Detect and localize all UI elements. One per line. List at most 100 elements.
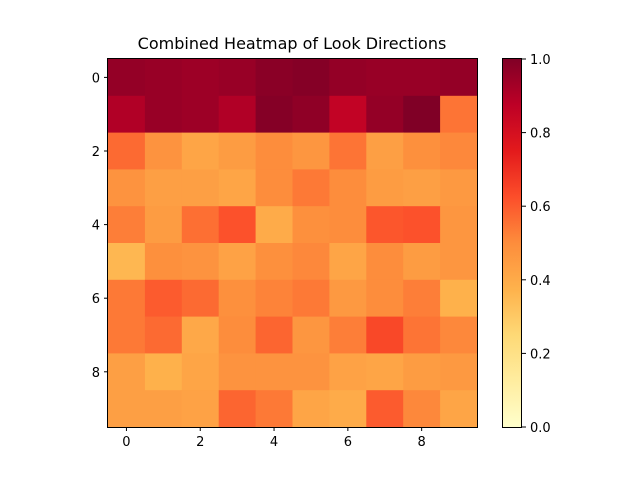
heatmap-cell-7-1 <box>144 316 183 354</box>
heatmap-cell-0-1 <box>144 59 183 97</box>
heatmap-cell-1-7 <box>366 95 404 134</box>
heatmap-cell-6-1 <box>144 279 183 318</box>
heatmap-cell-1-8 <box>403 95 441 134</box>
heatmap-cell-8-3 <box>218 353 257 391</box>
y-tick-label: 8 <box>92 366 100 381</box>
heatmap-cell-1-2 <box>181 95 220 134</box>
chart-title: Combined Heatmap of Look Directions <box>138 34 447 53</box>
y-tick-label: 2 <box>92 145 100 160</box>
heatmap-cell-3-6 <box>329 169 367 207</box>
heatmap-cell-1-1 <box>144 95 183 134</box>
heatmap-cell-4-7 <box>366 206 404 244</box>
heatmap-cell-5-2 <box>181 243 220 281</box>
heatmap-cell-0-6 <box>329 59 367 97</box>
colorbar-tick-label: 1.0 <box>530 53 551 68</box>
heatmap-cell-1-5 <box>292 95 330 134</box>
heatmap-cell-8-0 <box>108 353 146 391</box>
heatmap-cell-4-0 <box>108 206 146 244</box>
heatmap-cell-6-4 <box>255 279 294 318</box>
colorbar-tick-label: 0.4 <box>530 274 551 289</box>
heatmap-cell-9-7 <box>366 390 404 428</box>
x-axis: 0 2 4 6 8 <box>122 427 426 450</box>
heatmap-cell-7-0 <box>108 316 146 354</box>
y-axis: 0 2 4 6 8 <box>92 71 108 381</box>
heatmap-cell-2-3 <box>218 132 257 170</box>
colorbar-tick-label: 0.8 <box>530 127 551 142</box>
heatmap-cell-0-0 <box>108 59 146 97</box>
heatmap-cell-3-7 <box>366 169 404 207</box>
colorbar-tick-label: 0.6 <box>530 200 551 215</box>
heatmap-cell-3-9 <box>440 169 478 207</box>
heatmap-cell-9-9 <box>440 390 478 428</box>
heatmap-cell-7-3 <box>218 316 257 354</box>
heatmap-cell-4-4 <box>255 206 294 244</box>
heatmap-cell-9-8 <box>403 390 441 428</box>
heatmap-cell-0-8 <box>403 59 441 97</box>
heatmap-cell-0-9 <box>440 59 478 97</box>
colorbar-axis: 0.0 0.2 0.4 0.6 0.8 1.0 <box>522 53 551 436</box>
heatmap-cell-5-0 <box>108 243 146 281</box>
heatmap-cell-2-4 <box>255 132 294 170</box>
heatmap-cell-2-7 <box>366 132 404 170</box>
heatmap-cell-9-5 <box>292 390 330 428</box>
heatmap-cell-4-3 <box>218 206 257 244</box>
heatmap-cell-0-2 <box>181 59 220 97</box>
x-tick-label: 6 <box>344 435 352 450</box>
plot-frame <box>107 58 478 428</box>
heatmap-cell-4-5 <box>292 206 330 244</box>
heatmap-cell-4-6 <box>329 206 367 244</box>
heatmap-cell-9-3 <box>218 390 257 428</box>
heatmap-cell-8-7 <box>366 353 404 391</box>
heatmap-cell-6-3 <box>218 279 257 318</box>
heatmap-cell-7-8 <box>403 316 441 354</box>
heatmap-cell-5-9 <box>440 243 478 281</box>
heatmap-cell-7-6 <box>329 316 367 354</box>
heatmap-cell-6-9 <box>440 279 478 318</box>
heatmap-cell-2-8 <box>403 132 441 170</box>
heatmap-cell-3-2 <box>181 169 220 207</box>
heatmap-cell-7-5 <box>292 316 330 354</box>
heatmap-cell-9-1 <box>144 390 183 428</box>
colorbar-tick-label: 0.0 <box>530 421 551 436</box>
heatmap-cell-0-5 <box>292 59 330 97</box>
x-tick-label: 8 <box>418 435 426 450</box>
heatmap-cell-8-1 <box>144 353 183 391</box>
heatmap-cell-5-6 <box>329 243 367 281</box>
heatmap-cell-3-0 <box>108 169 146 207</box>
heatmap-cell-3-3 <box>218 169 257 207</box>
heatmap-cell-3-4 <box>255 169 294 207</box>
heatmap-cell-4-2 <box>181 206 220 244</box>
heatmap-cell-1-0 <box>108 95 146 134</box>
heatmap-cell-4-9 <box>440 206 478 244</box>
heatmap-cell-1-3 <box>218 95 257 134</box>
heatmap-cell-8-2 <box>181 353 220 391</box>
colorbar-tick-label: 0.2 <box>530 347 551 362</box>
heatmap-cell-6-8 <box>403 279 441 318</box>
heatmap-cell-5-7 <box>366 243 404 281</box>
heatmap-cell-3-1 <box>144 169 183 207</box>
heatmap-cell-5-3 <box>218 243 257 281</box>
heatmap-cell-9-2 <box>181 390 220 428</box>
heatmap-cell-8-4 <box>255 353 294 391</box>
heatmap-cell-4-1 <box>144 206 183 244</box>
heatmap-cell-5-1 <box>144 243 183 281</box>
heatmap-cell-8-6 <box>329 353 367 391</box>
heatmap-cell-0-4 <box>255 59 294 97</box>
heatmap-cell-7-2 <box>181 316 220 354</box>
heatmap-cell-8-5 <box>292 353 330 391</box>
heatmap-cell-1-6 <box>329 95 367 134</box>
heatmap-cell-1-9 <box>440 95 478 134</box>
heatmap-cell-7-7 <box>366 316 404 354</box>
heatmap-cell-8-8 <box>403 353 441 391</box>
heatmap-cell-2-6 <box>329 132 367 170</box>
heatmap-cell-0-7 <box>366 59 404 97</box>
y-tick-label: 4 <box>92 219 100 234</box>
heatmap-cell-5-5 <box>292 243 330 281</box>
colorbar <box>502 58 522 428</box>
heatmap-cell-9-6 <box>329 390 367 428</box>
y-tick-label: 0 <box>92 71 100 86</box>
heatmap-cell-2-2 <box>181 132 220 170</box>
x-tick-label: 2 <box>196 435 204 450</box>
heatmap-cell-5-8 <box>403 243 441 281</box>
